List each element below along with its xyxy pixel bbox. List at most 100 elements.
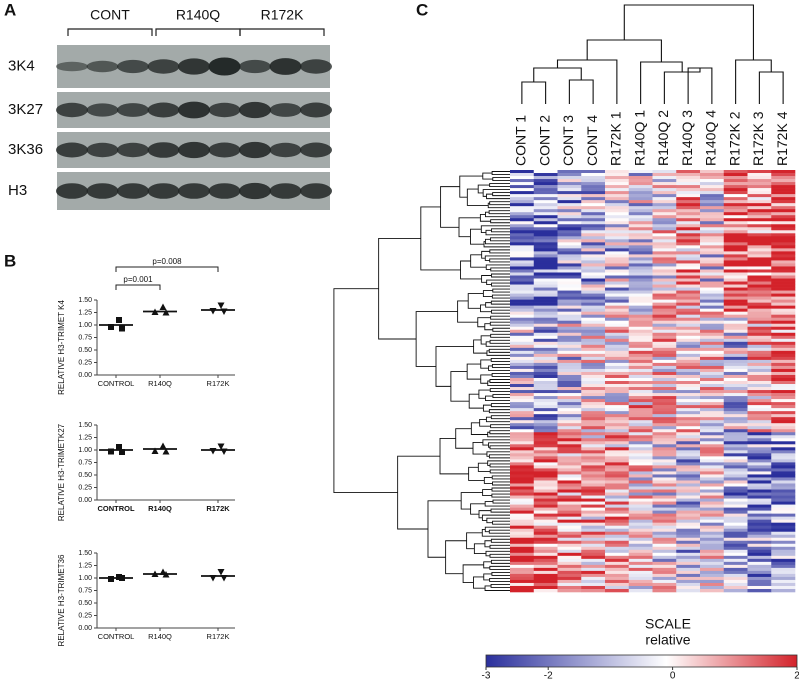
heatmap-cell	[533, 233, 558, 237]
heatmap-cell	[771, 170, 796, 174]
heatmap-cell	[771, 468, 796, 472]
point	[151, 308, 159, 315]
heatmap-cell	[652, 281, 677, 285]
heatmap-cell	[628, 462, 653, 466]
heatmap-cell	[628, 498, 653, 502]
heatmap-cell	[510, 311, 535, 315]
heatmap-cell	[533, 405, 558, 409]
heatmap-cell	[723, 564, 748, 569]
heatmap-cell	[605, 414, 630, 418]
heatmap-cell	[557, 519, 582, 523]
heatmap-cell	[581, 224, 606, 228]
heatmap-cell	[723, 444, 748, 448]
heatmap-cell	[652, 390, 677, 394]
heatmap-cell	[628, 480, 653, 484]
blot-band	[208, 102, 241, 118]
heatmap-cell	[723, 191, 748, 195]
heatmap-cell	[628, 179, 653, 183]
row-dendrogram	[480, 304, 492, 313]
heatmap-cell	[771, 218, 796, 222]
heatmap-cell	[533, 531, 558, 536]
heatmap-cell	[676, 432, 701, 436]
row-dendrogram	[489, 445, 510, 450]
heatmap-cell	[652, 308, 677, 312]
heatmap-cell	[676, 347, 701, 352]
row-dendrogram	[378, 237, 421, 340]
heatmap-cell	[628, 293, 653, 297]
heatmap-cell	[581, 179, 606, 183]
heatmap-cell	[747, 170, 772, 174]
heatmap-cell	[723, 329, 748, 334]
heatmap-cell	[676, 522, 701, 526]
heatmap-cell	[510, 405, 535, 409]
heatmap-cell	[628, 408, 653, 412]
column-dendrogram	[687, 67, 713, 104]
heatmap-cell	[510, 546, 535, 551]
heatmap-cell	[605, 269, 630, 273]
heatmap-cell	[771, 299, 796, 303]
heatmap-cell	[700, 537, 725, 542]
point	[217, 302, 225, 309]
row-dendrogram	[485, 395, 510, 402]
heatmap-cell	[557, 287, 582, 291]
heatmap-cell	[557, 522, 582, 526]
heatmap-cell	[628, 468, 653, 472]
heatmap-cell	[581, 272, 606, 276]
point	[119, 449, 125, 455]
heatmap-cell	[723, 483, 748, 487]
heatmap-cell	[533, 311, 558, 315]
heatmap-cell	[723, 308, 748, 312]
heatmap-cell	[557, 209, 582, 213]
row-dendrogram	[490, 237, 510, 242]
heatmap-cell	[581, 302, 606, 306]
heatmap-cell	[510, 326, 535, 331]
heatmap-cell	[723, 438, 748, 442]
heatmap-cell	[676, 341, 701, 346]
blot-band	[208, 142, 241, 158]
heatmap-cell	[700, 365, 725, 370]
heatmap-cell	[533, 408, 558, 412]
heatmap-cell	[605, 459, 630, 463]
y-tick-label: 1.50	[78, 422, 92, 429]
heatmap-cell	[700, 278, 725, 282]
heatmap-cell	[747, 320, 772, 325]
heatmap-cell	[723, 543, 748, 548]
heatmap-cell	[510, 182, 535, 186]
row-dendrogram	[490, 300, 510, 305]
y-tick-label: 1.25	[78, 309, 92, 316]
heatmap-cell	[557, 543, 582, 548]
heatmap-cell	[581, 414, 606, 418]
heatmap-cell	[723, 227, 748, 231]
row-dendrogram	[488, 210, 510, 215]
heatmap-cell	[723, 347, 748, 352]
heatmap-cell	[676, 534, 701, 539]
heatmap-cell	[747, 293, 772, 297]
heatmap-cell	[557, 450, 582, 454]
heatmap-cell	[510, 266, 535, 270]
heatmap-cell	[771, 465, 796, 469]
heatmap-cell	[771, 504, 796, 508]
row-dendrogram	[491, 363, 510, 368]
heatmap-cell	[652, 242, 677, 246]
blot-band	[117, 183, 149, 199]
row-dendrogram	[473, 543, 486, 555]
heatmap-cell	[676, 465, 701, 469]
heatmap-cell	[533, 179, 558, 183]
heatmap-cell	[533, 588, 558, 593]
heatmap-cell	[652, 453, 677, 457]
heatmap-cell	[628, 417, 653, 421]
heatmap-cell	[533, 242, 558, 246]
heatmap-cell	[628, 486, 653, 490]
row-dendrogram	[492, 192, 510, 197]
heatmap-cell	[747, 206, 772, 210]
heatmap-cell	[605, 284, 630, 288]
heatmap-cell	[652, 179, 677, 183]
heatmap-cell	[510, 486, 535, 490]
heatmap-cell	[771, 387, 796, 391]
heatmap-cell	[747, 341, 772, 346]
heatmap-cell	[652, 359, 677, 364]
heatmap-cell	[628, 308, 653, 312]
heatmap-cell	[510, 269, 535, 273]
heatmap-cell	[533, 251, 558, 255]
heatmap-cell	[676, 510, 701, 514]
